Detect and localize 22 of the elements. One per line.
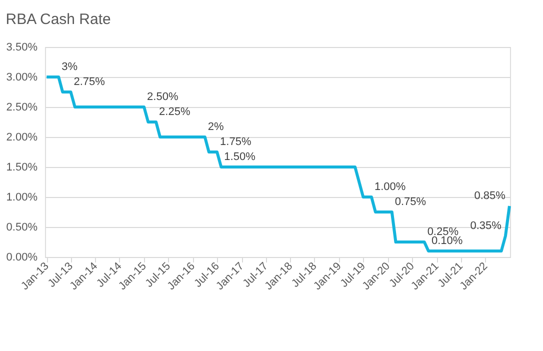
chart-title: RBA Cash Rate [6, 11, 111, 28]
y-tick-label: 2.50% [6, 102, 38, 114]
annotation: 0.35% [470, 220, 502, 232]
annotation: 2% [208, 121, 224, 133]
y-tick-label: 0.00% [6, 252, 38, 264]
y-tick-label: 3.50% [6, 42, 38, 54]
annotation: 0.85% [474, 190, 506, 202]
annotation: 2.75% [74, 76, 106, 88]
y-tick-label: 3.00% [6, 72, 38, 84]
annotation: 0.10% [431, 235, 463, 247]
annotation: 2.50% [147, 91, 178, 103]
y-tick-label: 1.00% [6, 192, 38, 204]
annotation: 3% [62, 61, 78, 73]
annotation: 1.75% [220, 136, 252, 148]
annotation: 0.75% [394, 196, 426, 208]
y-tick-label: 0.50% [6, 222, 38, 234]
annotation: 1.00% [374, 181, 406, 193]
annotation: 2.25% [159, 106, 190, 118]
y-tick-label: 1.50% [6, 162, 38, 174]
y-tick-label: 2.00% [6, 132, 38, 144]
line-series [45, 76, 511, 252]
annotation: 1.50% [224, 151, 256, 163]
